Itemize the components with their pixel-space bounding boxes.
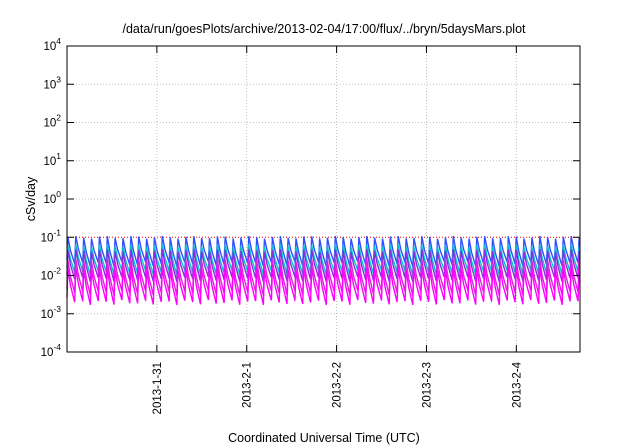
chart-title: /data/run/goesPlots/archive/2013-02-04/1… [122,22,526,36]
y-tick-label: 10-1 [41,227,62,244]
y-axis-label: cSv/day [24,176,38,221]
y-tick-label: 10-2 [41,266,62,283]
y-tick-label: 101 [43,151,61,168]
y-tick-label: 102 [43,113,61,130]
y-tick-label: 10-4 [41,342,62,359]
x-axis-label: Coordinated Universal Time (UTC) [228,431,420,445]
plot-frame [66,45,581,353]
x-tick-label: 2013-2-2 [332,362,344,408]
grid-lines [67,46,580,352]
y-tick-label: 104 [43,36,61,53]
y-axis: 10-4 10-3 10-2 10-1 100 101 102 103 104 [41,36,580,359]
series-line [66,267,580,306]
x-axis: 2013-1-31 2013-2-1 2013-2-2 2013-2-3 2013-2-… [152,46,523,414]
y-tick-label: 100 [43,189,61,206]
x-tick-label: 2013-2-4 [511,361,523,408]
x-tick-label: 2013-2-3 [421,362,433,408]
y-tick-label: 10-3 [41,304,62,321]
x-tick-label: 2013-1-31 [152,362,164,414]
y-tick-label: 103 [43,74,61,91]
series-group [66,235,580,306]
x-tick-label: 2013-2-1 [242,362,254,408]
